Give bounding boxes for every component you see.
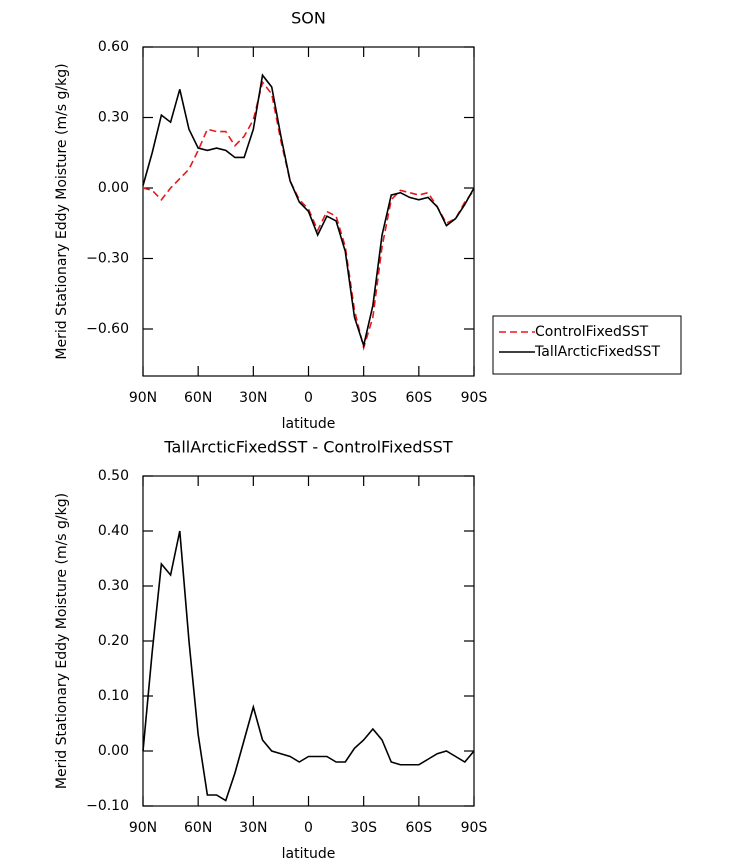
y-tick-label: −0.60 bbox=[86, 321, 129, 337]
data-line bbox=[142, 73, 475, 349]
x-tick-label: 30S bbox=[350, 820, 377, 836]
y-tick-label: 0.30 bbox=[98, 110, 129, 126]
x-tick-label: 30S bbox=[350, 390, 377, 406]
y-axis-label: Merid Stationary Eddy Moisture (m/s g/kg… bbox=[54, 493, 70, 789]
x-tick-label: 0 bbox=[304, 820, 313, 836]
y-tick-label: −0.10 bbox=[86, 798, 129, 814]
chart-title: TallArcticFixedSST - ControlFixedSST bbox=[163, 438, 452, 457]
y-tick-label: 0.60 bbox=[98, 39, 129, 55]
y-tick-label: 0.40 bbox=[98, 523, 129, 539]
x-tick-label: 60N bbox=[184, 390, 212, 406]
legend-label: ControlFixedSST bbox=[535, 324, 649, 340]
x-axis-label: latitude bbox=[282, 416, 336, 432]
x-axis-label: latitude bbox=[282, 846, 336, 862]
y-tick-label: 0.10 bbox=[98, 688, 129, 704]
x-tick-label: 60S bbox=[405, 390, 432, 406]
y-tick-label: 0.20 bbox=[98, 633, 129, 649]
y-tick-label: −0.30 bbox=[86, 251, 129, 267]
y-tick-label: 0.50 bbox=[98, 468, 129, 484]
data-line bbox=[142, 80, 475, 351]
chart-title: SON bbox=[291, 9, 326, 28]
y-tick-label: 0.00 bbox=[98, 743, 129, 759]
x-tick-label: 90S bbox=[461, 390, 488, 406]
y-axis-label: Merid Stationary Eddy Moisture (m/s g/kg… bbox=[54, 63, 70, 359]
x-tick-label: 30N bbox=[239, 820, 267, 836]
x-tick-label: 30N bbox=[239, 390, 267, 406]
x-tick-label: 90N bbox=[129, 820, 157, 836]
legend-label: TallArcticFixedSST bbox=[534, 344, 660, 360]
y-tick-label: 0.30 bbox=[98, 578, 129, 594]
data-line bbox=[142, 530, 475, 802]
x-tick-label: 90S bbox=[461, 820, 488, 836]
x-tick-label: 60S bbox=[405, 820, 432, 836]
y-tick-label: 0.00 bbox=[98, 180, 129, 196]
x-tick-label: 90N bbox=[129, 390, 157, 406]
x-tick-label: 0 bbox=[304, 390, 313, 406]
x-tick-label: 60N bbox=[184, 820, 212, 836]
legend-box bbox=[492, 315, 682, 375]
